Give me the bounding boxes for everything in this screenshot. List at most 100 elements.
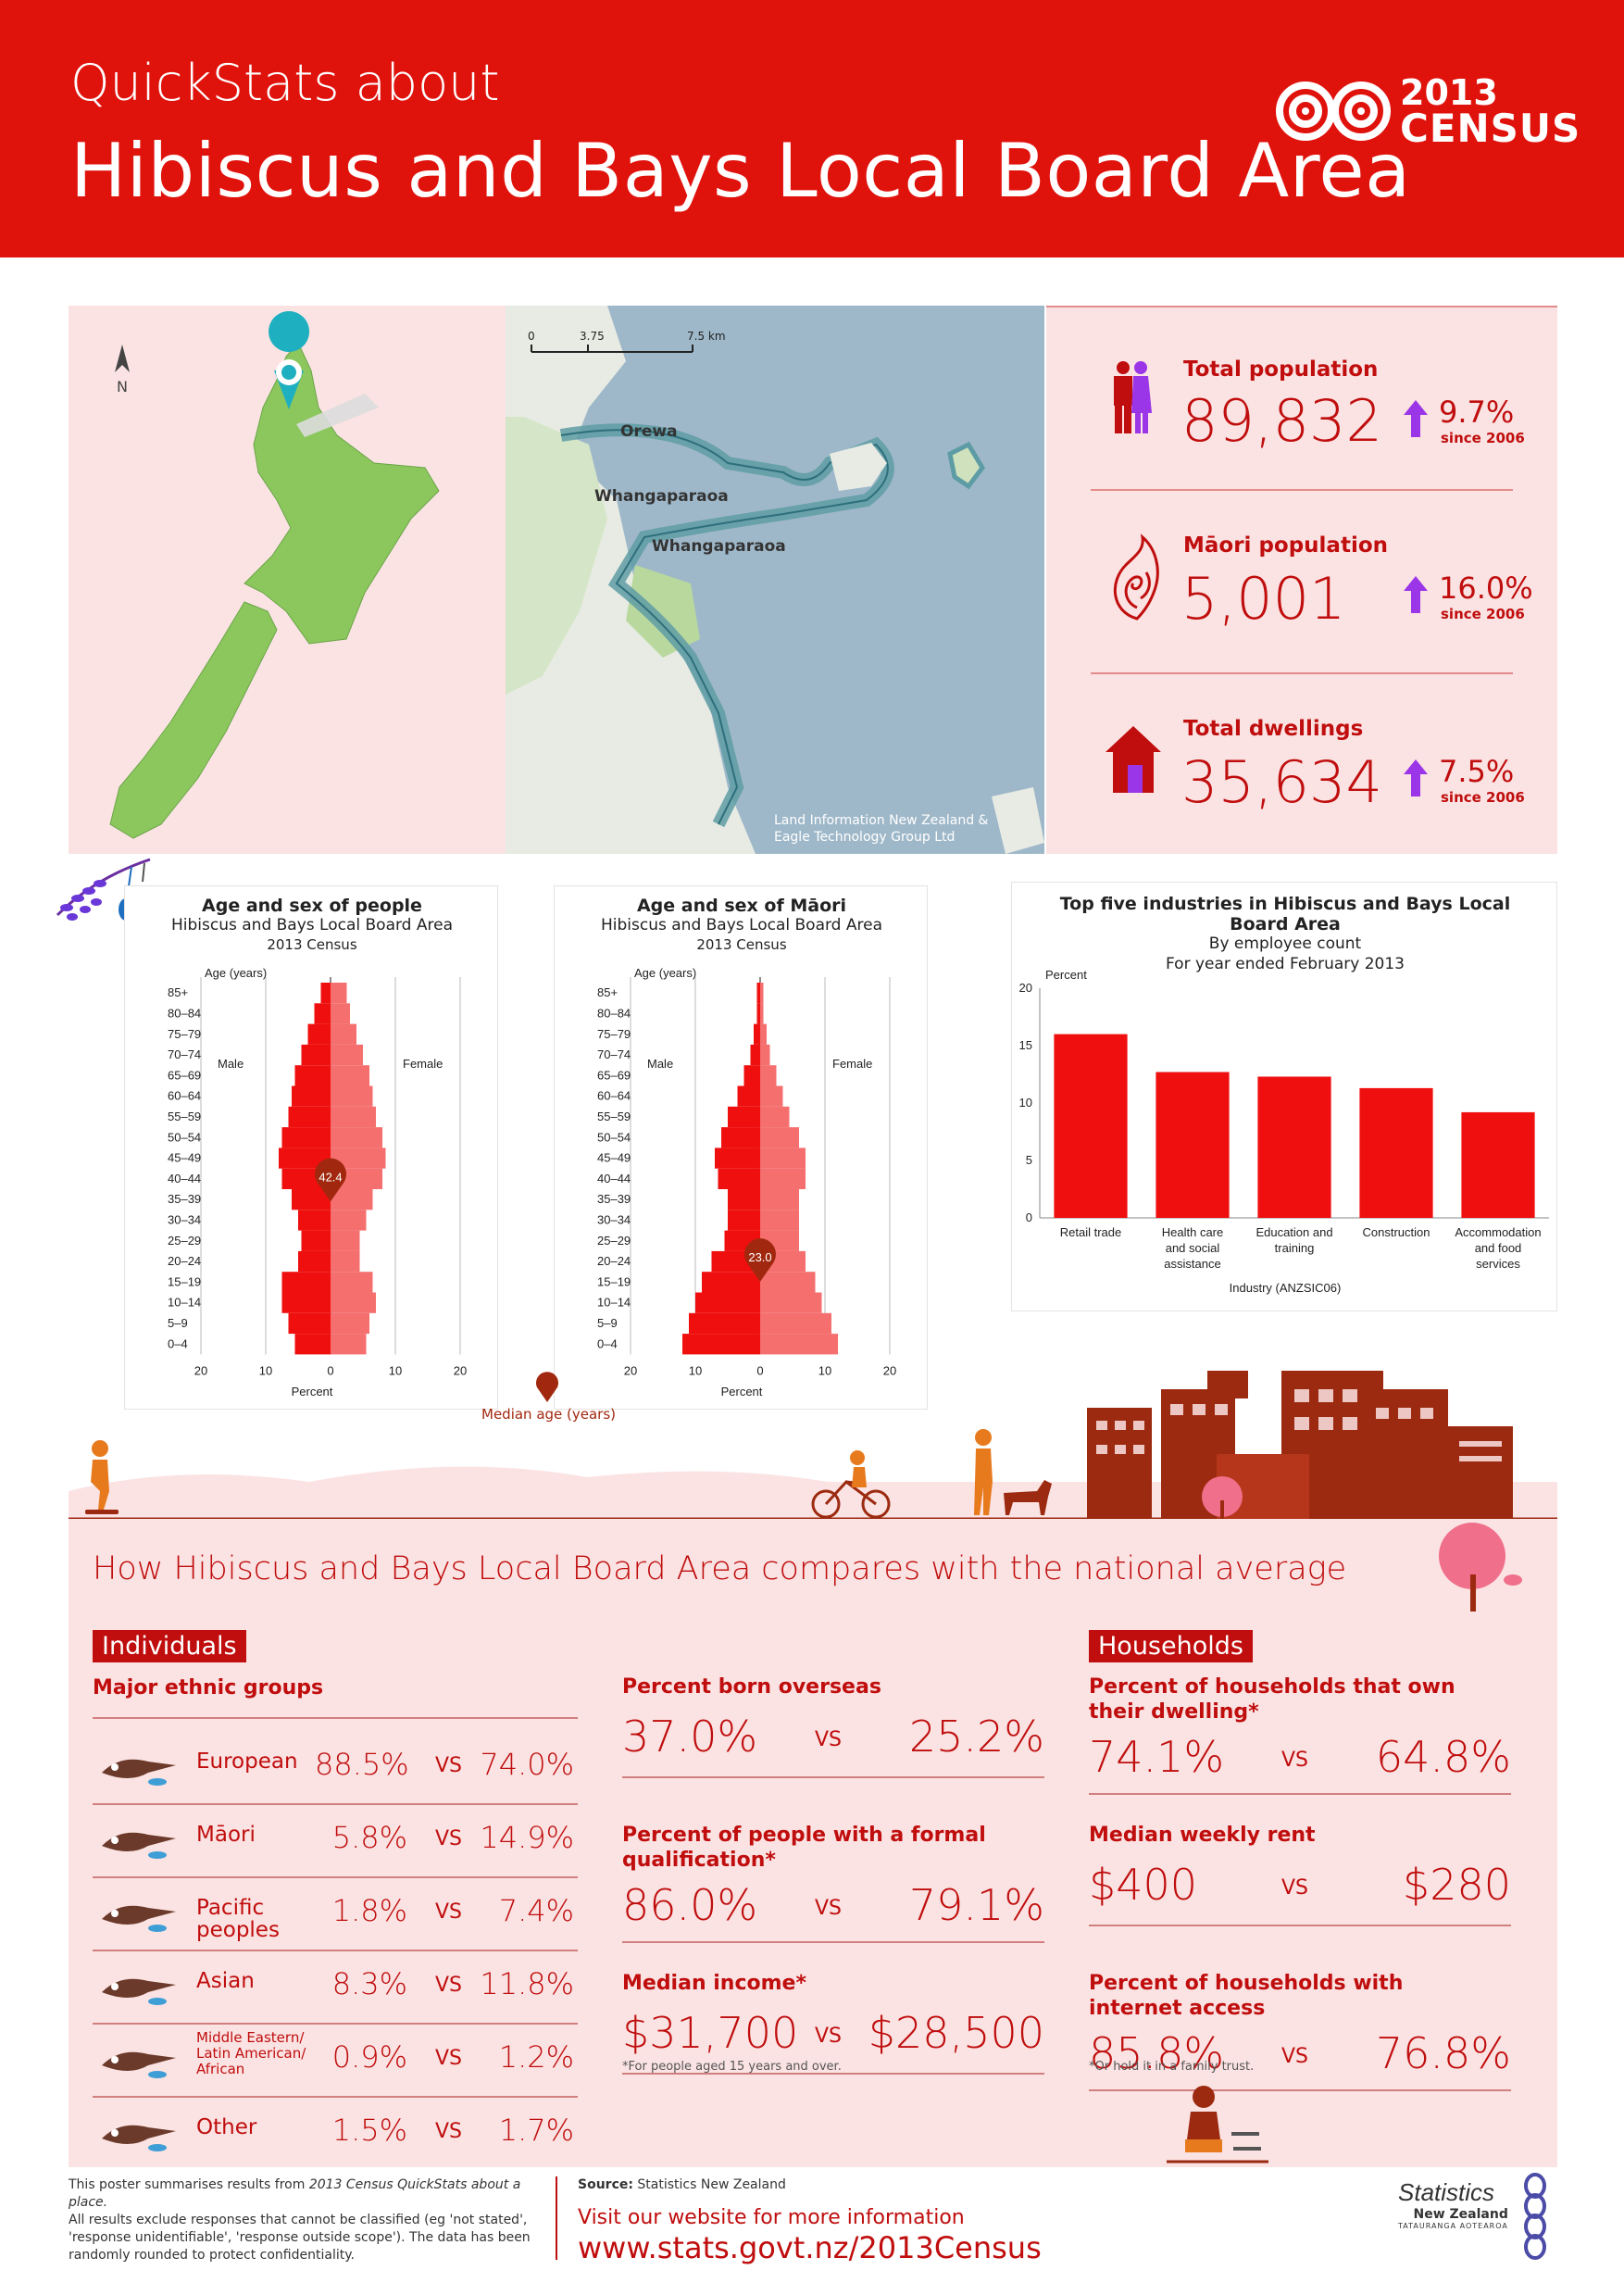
stat-heading: Median weekly rent xyxy=(1089,1824,1316,1847)
female-bar xyxy=(760,1312,831,1335)
stat-comparison-row: Percent of households with internet acce… xyxy=(1089,1971,1511,2119)
female-bar xyxy=(331,1003,350,1024)
scale-label-1: 3.75 xyxy=(580,330,605,343)
ethnic-label: Pacific peoples xyxy=(196,1896,280,1942)
ethnic-local-value: 5.8% xyxy=(331,1820,407,1855)
row-divider xyxy=(1089,1925,1511,1926)
row-divider xyxy=(622,1941,1044,1943)
median-marker: 23.0 xyxy=(744,1238,776,1282)
y-tick-label: 15–19 xyxy=(168,1274,201,1288)
x-tick-label: 0 xyxy=(327,1363,333,1377)
female-bar xyxy=(331,1230,360,1251)
vs-label: VS xyxy=(815,1728,843,1751)
male-bar xyxy=(314,1003,331,1024)
local-value: 74.1% xyxy=(1089,1732,1225,1782)
male-bar xyxy=(702,1272,760,1293)
house-icon xyxy=(1106,724,1161,798)
pyramid-title: Age and sex of people xyxy=(202,896,422,916)
median-marker-icon xyxy=(535,1371,559,1406)
pyramid-xlabel: Percent xyxy=(720,1385,763,1398)
female-bar xyxy=(331,1272,373,1293)
pyramid-female-label: Female xyxy=(403,1057,443,1071)
female-bar xyxy=(331,1312,369,1335)
vs-label: VS xyxy=(1281,1876,1309,1900)
stat-change-maori: 16.0% xyxy=(1439,571,1533,606)
comparison-section xyxy=(69,1519,1557,2167)
industry-plot: 0 5 10 15 20 Retail trade Health care and socia… xyxy=(1019,981,1549,1271)
female-bar xyxy=(331,1044,363,1066)
y-tick-label: 85+ xyxy=(168,985,188,999)
male-bar xyxy=(301,1044,331,1066)
vs-label: VS xyxy=(815,1897,843,1920)
female-bar xyxy=(760,1065,777,1086)
stat-heading: Median income* xyxy=(622,1972,806,1995)
y-tick-label: 45–49 xyxy=(597,1151,631,1165)
y-tick-label: 15 xyxy=(1019,1038,1032,1052)
up-arrow-icon xyxy=(1404,759,1428,800)
female-bar xyxy=(331,1085,373,1107)
stat-heading: Percent of households that own their dwe… xyxy=(1089,1675,1455,1724)
national-value: 25.2% xyxy=(908,1712,1044,1762)
male-bar xyxy=(728,1189,760,1210)
pyramid-subtitle: Hibiscus and Bays Local Board Area xyxy=(601,916,882,934)
pyramid-male-label: Male xyxy=(647,1057,674,1071)
industry-xlabel: Industry (ANZSIC06) xyxy=(1229,1281,1342,1295)
female-bar xyxy=(331,1292,376,1313)
female-bar xyxy=(760,1189,799,1210)
page-title: Hibiscus and Bays Local Board Area xyxy=(70,128,1411,214)
nz-location-map: N xyxy=(69,306,506,854)
vs-label: VS xyxy=(815,2025,843,2048)
stat-heading: Percent of households with internet acce… xyxy=(1089,1972,1404,2020)
scale-label-2: 7.5 km xyxy=(687,330,726,343)
north-label: N xyxy=(117,378,128,395)
pyramid-plot-people: 20 10 0 10 20 0–4 5–9 10–14 15–19 20–24 25–29 30–34… xyxy=(168,977,467,1377)
y-tick-label: 70–74 xyxy=(168,1047,201,1061)
y-tick-label: 30–34 xyxy=(168,1212,201,1226)
female-bar xyxy=(760,1292,822,1313)
stat-label-maori: Māori population xyxy=(1183,533,1389,558)
pyramid-male-label: Male xyxy=(218,1057,244,1071)
y-tick-label: 0 xyxy=(1026,1210,1032,1224)
pyramid-title: Age and sex of Māori xyxy=(636,896,847,916)
koru-icon xyxy=(1107,533,1167,626)
x-tick-label: 10 xyxy=(259,1363,272,1377)
female-bar xyxy=(760,1106,790,1128)
male-bar xyxy=(281,1292,331,1313)
ethnic-local-value: 0.9% xyxy=(331,2039,407,2075)
census-logo: 2013 CENSUS xyxy=(1270,72,1580,151)
x-tick-label: and food xyxy=(1475,1241,1522,1255)
pyramid-year: 2013 Census xyxy=(696,936,787,953)
bird-icon xyxy=(93,1964,181,2014)
local-value: 37.0% xyxy=(622,1712,758,1762)
male-bar xyxy=(728,1106,760,1128)
footer-url-link[interactable]: www.stats.govt.nz/2013Census xyxy=(578,2230,1042,2265)
y-tick-label: 35–39 xyxy=(597,1192,631,1206)
stat-since-dwellings: since 2006 xyxy=(1441,789,1525,806)
vs-label: VS xyxy=(435,1900,463,1924)
row-divider xyxy=(622,2073,1044,2075)
y-tick-label: 80–84 xyxy=(597,1006,631,1020)
female-bar xyxy=(331,1127,382,1148)
male-bar xyxy=(294,1065,331,1086)
town-scene-illustration xyxy=(69,1352,1557,1528)
industry-bar xyxy=(1156,1072,1230,1218)
x-tick-label: Education and xyxy=(1255,1225,1332,1239)
female-bar xyxy=(331,983,347,1004)
female-bar xyxy=(331,1023,356,1045)
stat-value-maori: 5,001 xyxy=(1181,565,1346,633)
y-tick-label: 50–54 xyxy=(597,1130,631,1144)
stat-comparison-row: Median weekly rent $400 VS $280 xyxy=(1089,1823,1511,1971)
x-tick-label: Retail trade xyxy=(1060,1225,1121,1239)
female-bar xyxy=(760,1085,783,1107)
ethnic-label: Asian xyxy=(196,1969,255,1993)
vs-label: VS xyxy=(1281,2045,1309,2068)
y-tick-label: 65–69 xyxy=(597,1068,631,1082)
ethnic-national-value: 1.2% xyxy=(498,2039,574,2075)
seated-person-icon xyxy=(1167,2084,1268,2171)
ethnic-row: Asian 8.3% VS 11.8% xyxy=(93,1951,578,2025)
y-tick-label: 40–44 xyxy=(597,1172,631,1185)
national-value: 79.1% xyxy=(908,1880,1044,1930)
header-pretitle: QuickStats about xyxy=(70,54,500,112)
place-label-whangaparaoa-2: Whangaparaoa xyxy=(652,537,786,556)
median-value: 23.0 xyxy=(748,1250,771,1264)
